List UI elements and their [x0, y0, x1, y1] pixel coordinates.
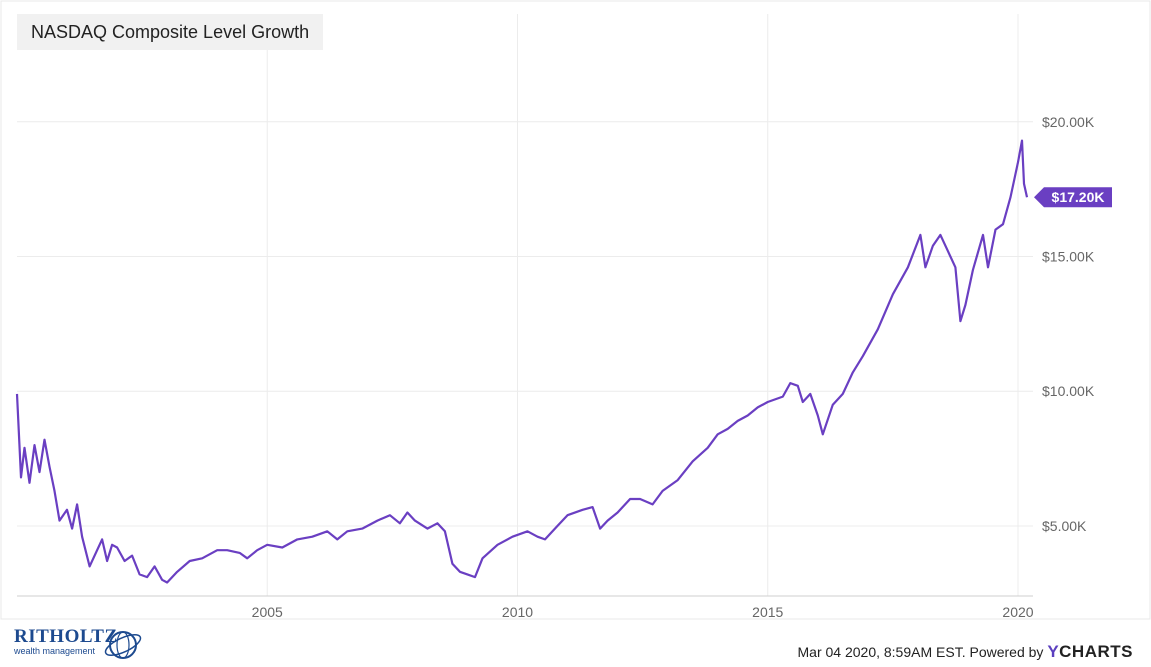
grid-lines — [17, 14, 1033, 596]
ritholtz-logo: RITHOLTZ wealth management — [14, 626, 142, 659]
chart-title-box: NASDAQ Composite Level Growth — [17, 14, 323, 50]
footer: RITHOLTZ wealth management Mar 04 2020, … — [0, 620, 1151, 667]
globe-icon — [104, 631, 142, 659]
plot-border — [0, 0, 1151, 620]
brand-sub: wealth management — [14, 646, 96, 656]
last-value-badge — [1034, 187, 1112, 208]
chart-title: NASDAQ Composite Level Growth — [31, 22, 310, 42]
y-tick-label: $15.00K — [1042, 249, 1095, 265]
ycharts-y: Y — [1047, 642, 1060, 661]
series-line — [15, 139, 1029, 584]
y-tick-label: $10.00K — [1042, 383, 1095, 399]
ycharts-rest: CHARTS — [1059, 642, 1133, 661]
chart-svg: 2005 2010 2015 2020 $5.00K $10.00K $15.00K $20… — [0, 0, 1151, 620]
last-value-label: $17.20K — [1052, 189, 1105, 205]
last-value-marker: $17.20K — [1034, 187, 1112, 208]
y-tick-label: $5.00K — [1042, 518, 1087, 534]
y-tick-label: $20.00K — [1042, 114, 1095, 130]
x-tick-label: 2015 — [752, 604, 783, 620]
x-tick-label: 2005 — [252, 604, 283, 620]
timestamp-text: Mar 04 2020, 8:59AM EST. Powered by — [797, 644, 1044, 660]
x-tick-label: 2010 — [502, 604, 533, 620]
attribution: Mar 04 2020, 8:59AM EST. Powered by YCHA… — [798, 642, 1134, 662]
brand-main: RITHOLTZ — [14, 626, 118, 647]
y-tick-labels: $5.00K $10.00K $15.00K $20.00K — [1042, 114, 1095, 534]
x-tick-label: 2020 — [1002, 604, 1033, 620]
series-layer — [15, 139, 1029, 584]
ycharts-logo: YCHARTS — [1047, 642, 1133, 661]
x-tick-labels: 2005 2010 2015 2020 — [252, 604, 1034, 620]
